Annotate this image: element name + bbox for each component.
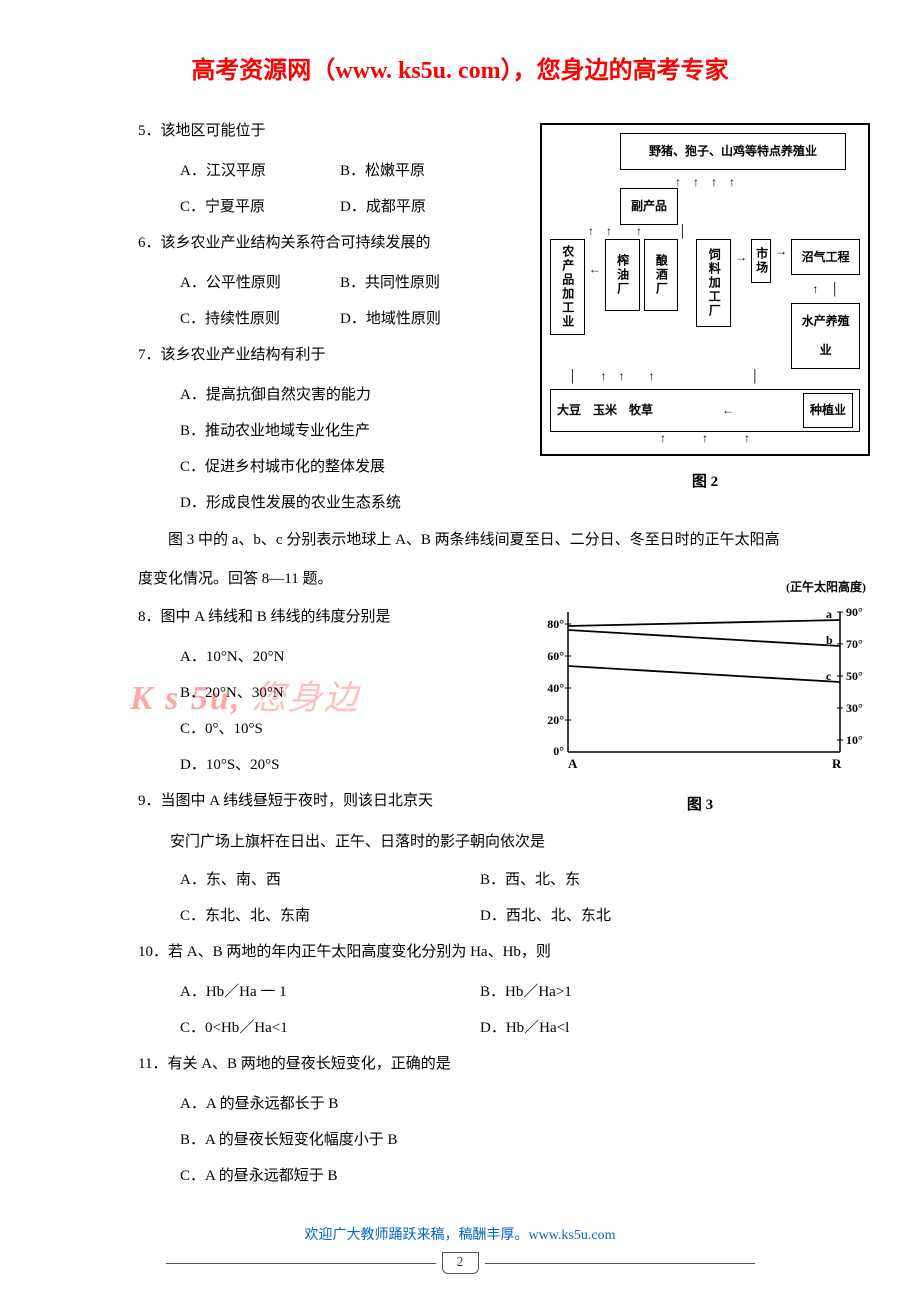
- svg-text:90°: 90°: [846, 605, 863, 619]
- q11-opt-b: B．A 的昼夜长短变化幅度小于 B: [180, 1122, 800, 1158]
- svg-text:R: R: [832, 756, 842, 771]
- content-area: K s 5u, 您身边 野猪、狍子、山鸡等特点养殖业 ↑ ↑ ↑ ↑ 副产品 ↑…: [120, 113, 800, 1194]
- footer-rule-right: [485, 1263, 755, 1264]
- footer-rule-left: [166, 1263, 436, 1264]
- figure-3: (正午太阳高度) 80° 60° 40° 20° 0° 90° 70° 50° …: [530, 573, 870, 823]
- svg-text:c: c: [826, 669, 832, 683]
- fig2-wine: 酿酒厂: [644, 239, 679, 311]
- q11-stem: 11．有关 A、B 两地的昼夜长短变化，正确的是: [138, 1046, 800, 1082]
- figure-2-diagram: 野猪、狍子、山鸡等特点养殖业 ↑ ↑ ↑ ↑ 副产品 ↑ ↑ ↑ │ 农产品加工…: [540, 123, 870, 456]
- q10-opt-c: C．0<Hb／Ha<1: [180, 1010, 480, 1046]
- q10-opt-a: A．Hb／Ha 一 1: [180, 974, 480, 1010]
- q6-options: A．公平性原则 B．共同性原则 C．持续性原则 D．地域性原则: [180, 265, 470, 337]
- figure-2-caption: 图 2: [540, 464, 870, 500]
- q10-opt-b: B．Hb／Ha>1: [480, 974, 700, 1010]
- fig2-byproduct: 副产品: [620, 188, 678, 225]
- fig2-market: 市场: [751, 239, 771, 283]
- q10-stem: 10．若 A、B 两地的年内正午太阳高度变化分别为 Ha、Hb，则: [138, 934, 800, 970]
- footer-text: 欢迎广大教师踊跃来稿，稿酬丰厚。www.ks5u.com: [120, 1224, 800, 1244]
- fig2-oil: 榨油厂: [605, 239, 640, 311]
- q9-opt-d: D．西北、北、东北: [480, 898, 700, 934]
- fig2-feed: 饲料加工厂: [696, 239, 731, 327]
- svg-text:a: a: [826, 607, 832, 621]
- q5-opt-c: C．宁夏平原: [180, 189, 340, 225]
- q10-options: A．Hb／Ha 一 1 B．Hb／Ha>1 C．0<Hb／Ha<1 D．Hb／H…: [180, 974, 800, 1046]
- page-header: 高考资源网（www. ks5u. com），您身边的高考专家: [120, 50, 800, 85]
- fig2-biogas: 沼气工程: [791, 239, 860, 276]
- q6-opt-a: A．公平性原则: [180, 265, 340, 301]
- svg-text:10°: 10°: [846, 733, 863, 747]
- svg-text:70°: 70°: [846, 637, 863, 651]
- svg-text:60°: 60°: [547, 649, 564, 663]
- q9-opt-a: A．东、南、西: [180, 862, 480, 898]
- page-number: 2: [442, 1252, 479, 1274]
- svg-text:80°: 80°: [547, 617, 564, 631]
- q10-opt-d: D．Hb／Ha<l: [480, 1010, 700, 1046]
- fig2-planting: 种植业: [803, 393, 853, 428]
- page-footer: 欢迎广大教师踊跃来稿，稿酬丰厚。www.ks5u.com 2: [120, 1224, 800, 1274]
- q8-stem: 8．图中 A 纬线和 B 纬线的纬度分别是: [138, 599, 498, 635]
- svg-text:A: A: [568, 756, 578, 771]
- q9-options: A．东、南、西 B．西、北、东 C．东北、北、东南 D．西北、北、东北: [180, 862, 800, 934]
- svg-text:30°: 30°: [846, 701, 863, 715]
- figure-3-caption: 图 3: [530, 787, 870, 823]
- q5-opt-b: B．松嫩平原: [340, 153, 500, 189]
- svg-text:b: b: [826, 633, 833, 647]
- figure-3-chart: 80° 60° 40° 20° 0° 90° 70° 50° 30° 10° a…: [530, 602, 870, 772]
- footer-ruler: 2: [120, 1252, 800, 1274]
- fig2-top-box: 野猪、狍子、山鸡等特点养殖业: [620, 133, 846, 170]
- fig2-bottom-row: 大豆 玉米 牧草 ← 种植业: [550, 389, 860, 432]
- q5-opt-d: D．成都平原: [340, 189, 500, 225]
- fig2-aqua: 水产养殖业: [791, 303, 860, 369]
- q5-opt-a: A．江汉平原: [180, 153, 340, 189]
- q6-opt-c: C．持续性原则: [180, 301, 340, 337]
- svg-text:50°: 50°: [846, 669, 863, 683]
- q6-opt-d: D．地域性原则: [340, 301, 500, 337]
- fig2-crops: 大豆 玉米 牧草: [557, 396, 653, 425]
- svg-text:20°: 20°: [547, 713, 564, 727]
- q9-opt-b: B．西、北、东: [480, 862, 700, 898]
- q6-opt-b: B．共同性原则: [340, 265, 500, 301]
- figure-2: 野猪、狍子、山鸡等特点养殖业 ↑ ↑ ↑ ↑ 副产品 ↑ ↑ ↑ │ 农产品加工…: [540, 123, 870, 500]
- fig2-left-industry: 农产品加工业: [550, 239, 585, 335]
- svg-text:40°: 40°: [547, 681, 564, 695]
- q9-opt-c: C．东北、北、东南: [180, 898, 480, 934]
- fig3-ylabel: (正午太阳高度): [530, 573, 870, 602]
- q6-stem: 6．该乡农业产业结构关系符合可持续发展的: [138, 225, 518, 261]
- svg-text:0°: 0°: [553, 744, 564, 758]
- q5-options: A．江汉平原 B．松嫩平原 C．宁夏平原 D．成都平原: [180, 153, 470, 225]
- q9-stem-2: 安门广场上旗杆在日出、正午、日落时的影子朝向依次是: [170, 823, 800, 862]
- q11-opt-a: A．A 的昼永远都长于 B: [180, 1086, 800, 1122]
- q11-opt-c: C．A 的昼永远都短于 B: [180, 1158, 800, 1194]
- q11-options: A．A 的昼永远都长于 B B．A 的昼夜长短变化幅度小于 B C．A 的昼永远…: [180, 1086, 800, 1194]
